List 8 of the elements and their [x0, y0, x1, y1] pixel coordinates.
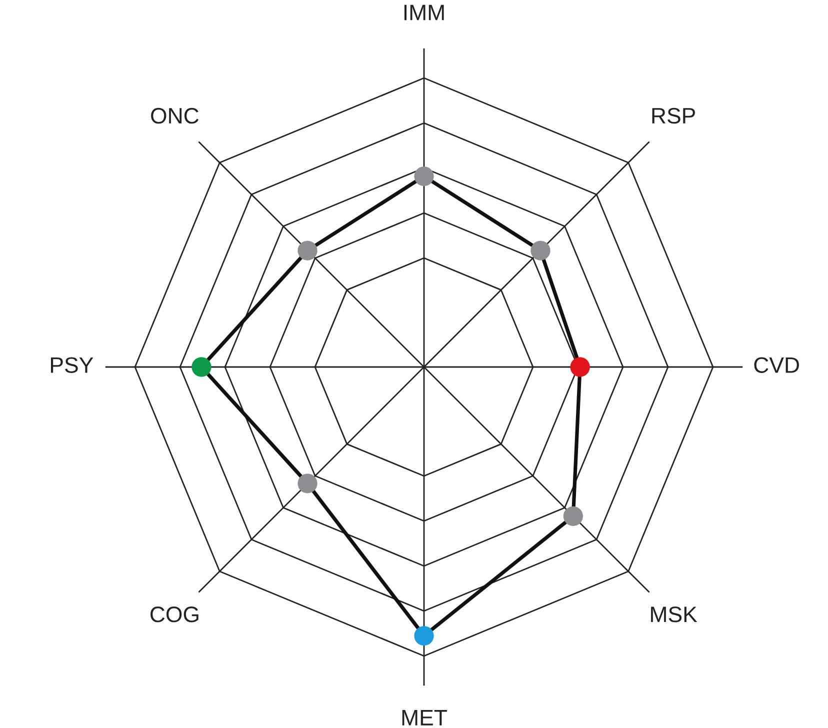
- spoke-label: ONC: [151, 108, 199, 124]
- spoke-label: RSP: [652, 108, 695, 124]
- spoke-label: CVD: [754, 357, 799, 373]
- spoke-label: IMM: [404, 4, 444, 20]
- spoke-label: MSK: [651, 606, 698, 622]
- spoke-label: PSY: [51, 357, 94, 373]
- spoke-label: MET: [402, 710, 447, 726]
- spoke-label: COG: [150, 606, 198, 622]
